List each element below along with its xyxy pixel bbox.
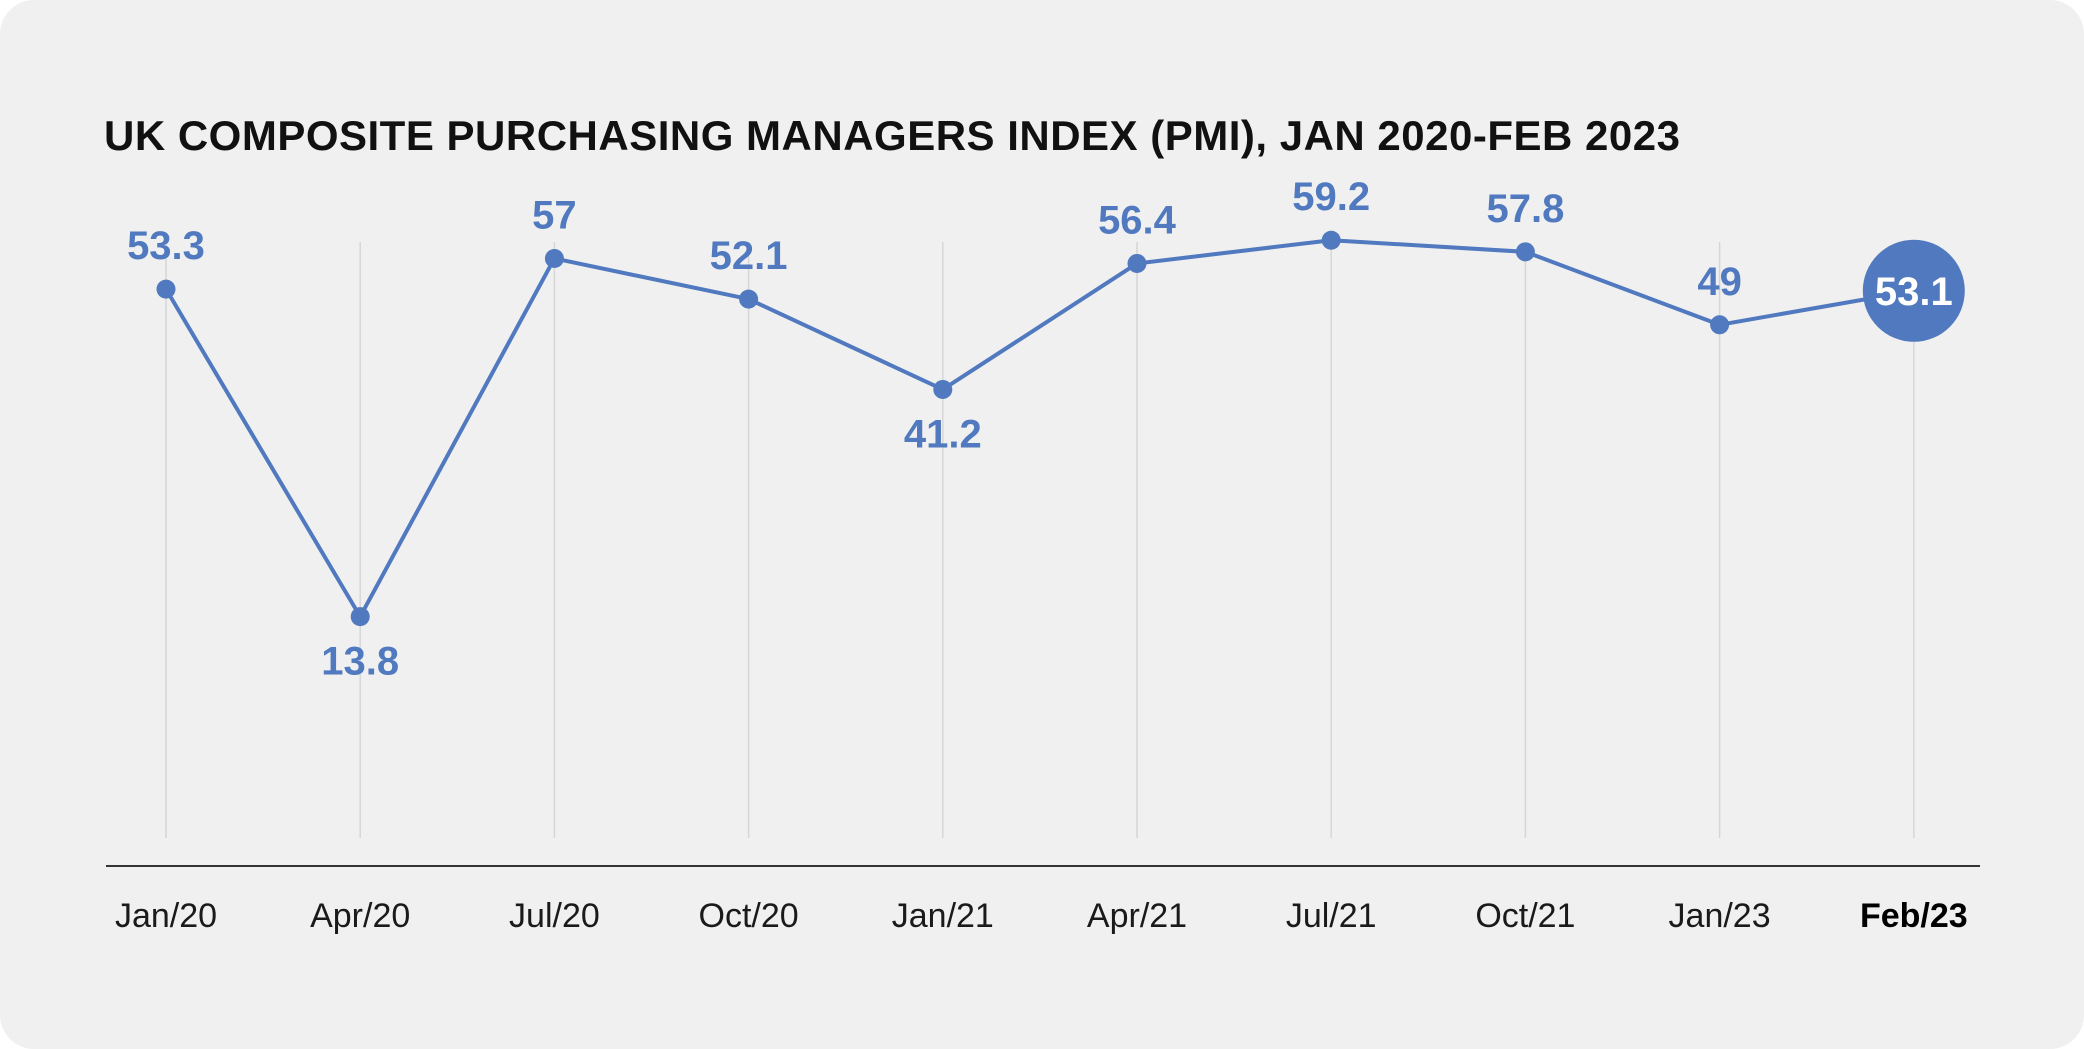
x-tick-label: Jul/20 (509, 897, 600, 935)
x-tick-label: Jan/23 (1669, 897, 1771, 935)
series-line-group (164, 238, 1915, 619)
data-labels: 53.3 13.8 57 52.1 41.2 56.4 59.2 57.8 49 53.1 (127, 175, 1953, 683)
data-point (739, 289, 759, 309)
data-label: 53.1 (1875, 270, 1953, 314)
data-label: 41.2 (904, 412, 982, 456)
data-label: 57 (532, 193, 577, 237)
x-tick-label: Oct/20 (699, 897, 799, 935)
gridlines (165, 242, 1915, 838)
series-line (164, 238, 1915, 619)
data-point (544, 248, 564, 268)
x-tick-label: Apr/20 (310, 897, 410, 935)
x-tick-labels: Jan/20 Apr/20 Jul/20 Oct/20 Jan/21 Apr/21 Jul/… (115, 897, 1968, 935)
data-point (156, 279, 176, 299)
x-tick-label: Apr/21 (1087, 897, 1187, 935)
x-tick-label: Feb/23 (1860, 897, 1968, 935)
chart-title: UK COMPOSITE PURCHASING MANAGERS INDEX (… (104, 112, 1681, 159)
data-point (1515, 242, 1535, 262)
data-points (156, 230, 1965, 627)
data-label: 49 (1697, 260, 1742, 304)
x-tick-label: Oct/21 (1475, 897, 1575, 935)
data-point (1321, 230, 1341, 250)
x-tick-label: Jul/21 (1286, 897, 1377, 935)
data-label: 56.4 (1098, 198, 1177, 242)
data-label: 52.1 (710, 234, 788, 278)
data-point (1127, 253, 1147, 273)
x-tick-label: Jan/20 (115, 897, 217, 935)
data-label: 13.8 (321, 640, 399, 684)
highlight-badge (1862, 239, 1965, 342)
data-point (350, 607, 370, 627)
data-point (1710, 315, 1730, 335)
data-label: 57.8 (1486, 187, 1564, 231)
x-tick-label: Jan/21 (892, 897, 994, 935)
data-label: 53.3 (127, 224, 205, 268)
data-point (933, 379, 953, 399)
data-label: 59.2 (1292, 175, 1370, 219)
